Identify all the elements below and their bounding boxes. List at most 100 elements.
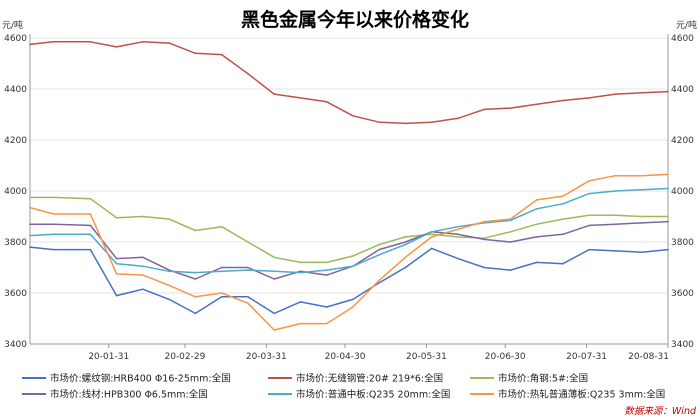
x-tick-label: 20-06-30 [485, 352, 526, 362]
data-point [378, 121, 380, 123]
data-point [457, 228, 459, 231]
x-tick-label: 20-04-30 [325, 352, 366, 362]
data-point [430, 121, 433, 123]
data-point [562, 218, 564, 220]
data-point [588, 248, 591, 251]
data-point [142, 288, 144, 290]
data-point [640, 92, 643, 94]
data-point [430, 233, 433, 236]
data-point [457, 233, 459, 236]
data-point [614, 174, 617, 177]
data-point [325, 269, 328, 271]
data-point [325, 322, 328, 325]
y-tick-label-right: 4400 [671, 85, 694, 95]
legend-label: 市场价:热轧普通薄板:Q235 3mm:全国 [498, 389, 665, 401]
data-point [430, 231, 433, 233]
data-point [89, 197, 92, 200]
data-point [220, 53, 223, 56]
series-line-6 [29, 173, 669, 331]
data-point [352, 255, 354, 257]
y-ticks-left: 3400 3600 3800 4000 4200 4400 4600 [4, 34, 27, 350]
data-point [247, 241, 249, 243]
data-point [588, 224, 591, 227]
data-point [168, 284, 170, 287]
data-point [273, 270, 275, 273]
data-point [667, 173, 669, 176]
x-tick-label: 20-02-29 [164, 352, 205, 362]
data-point [52, 213, 55, 215]
data-point [378, 282, 380, 284]
data-point [52, 233, 55, 236]
data-point [614, 214, 617, 217]
data-point [588, 214, 591, 217]
data-point [352, 306, 354, 308]
series-lines [29, 41, 669, 331]
data-point [562, 262, 564, 265]
y-tick-label-right: 4000 [671, 187, 694, 197]
data-point [509, 231, 512, 233]
data-point [640, 174, 643, 177]
data-point [535, 208, 538, 210]
data-point [535, 199, 538, 201]
data-point [220, 266, 223, 269]
data-point [483, 266, 486, 269]
data-point [168, 42, 170, 44]
data-point [325, 306, 328, 308]
data-point [562, 195, 564, 197]
y-tick-label-right: 4200 [671, 136, 694, 146]
data-point [52, 41, 55, 43]
data-point [273, 329, 275, 331]
data-point [299, 97, 302, 99]
y-tick-label-right: 3400 [671, 340, 694, 350]
data-point [52, 223, 55, 225]
y-tick-label-left: 4400 [4, 85, 27, 95]
data-point [299, 301, 302, 303]
data-point [299, 322, 302, 325]
data-point [29, 223, 31, 225]
data-point [535, 223, 538, 225]
data-point [640, 222, 643, 224]
data-point [52, 196, 55, 199]
chart-title: 黑色金属今年以来价格变化 [241, 8, 469, 31]
data-point [273, 312, 275, 315]
data-point [352, 298, 354, 301]
data-point [142, 265, 144, 268]
data-point [220, 296, 223, 298]
data-point [168, 218, 170, 220]
data-point [220, 292, 223, 294]
legend-label: 市场价:无缝钢管:20# 219*6:全国 [296, 373, 443, 385]
legend-label: 市场价:螺纹钢:HRB400 Φ16-25mm:全国 [50, 373, 231, 385]
data-point [194, 229, 197, 232]
source-note: 数据来源：Wind [624, 406, 697, 417]
data-point [457, 236, 459, 238]
data-point [667, 220, 669, 223]
data-point [115, 216, 118, 219]
data-point [89, 213, 92, 215]
data-point [194, 52, 197, 55]
data-point [509, 241, 512, 243]
data-point [325, 274, 328, 276]
data-point [194, 278, 197, 280]
legend-label: 市场价:线材:HPB300 Φ6.5mm:全国 [50, 389, 208, 401]
data-point [667, 187, 669, 190]
data-point [299, 271, 302, 274]
data-point [457, 225, 459, 228]
axes [29, 34, 669, 345]
data-point [404, 256, 407, 259]
data-point [247, 266, 249, 269]
data-point [273, 256, 275, 259]
data-point [220, 225, 223, 228]
data-point [562, 202, 564, 205]
data-point [29, 206, 31, 209]
y-tick-label-left: 3600 [4, 289, 27, 299]
data-point [299, 270, 302, 273]
data-point [142, 215, 144, 218]
data-point [457, 117, 459, 120]
data-point [168, 270, 170, 273]
data-point [588, 180, 591, 182]
data-point [378, 248, 380, 251]
data-point [378, 253, 380, 256]
legend-label: 市场价:普通中板:Q235 20mm:全国 [296, 389, 450, 401]
y-axis-unit-right: 元/吨 [676, 19, 697, 31]
y-tick-label-right: 3600 [671, 289, 694, 299]
